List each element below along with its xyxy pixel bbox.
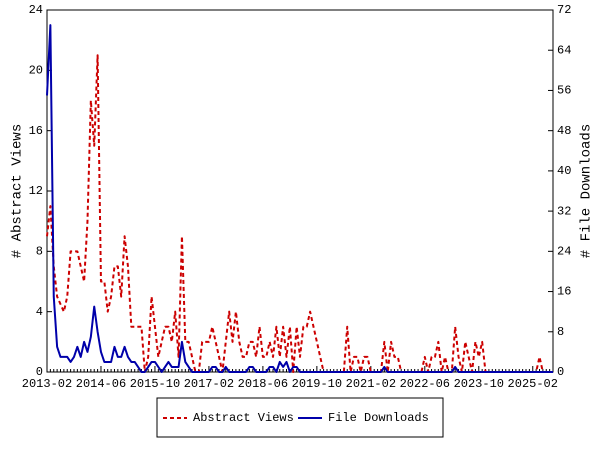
y-tick-label: 24: [29, 3, 43, 17]
y-tick-label: 4: [36, 305, 43, 319]
y2-tick-label: 56: [557, 84, 571, 98]
y2-tick-label: 72: [557, 3, 571, 17]
x-tick-label: 2025-02: [508, 377, 558, 391]
y-tick-label: 8: [36, 245, 43, 259]
x-tick-label: 2023-10: [454, 377, 504, 391]
y-tick-label: 12: [29, 184, 43, 198]
y-tick-label: 0: [36, 365, 43, 379]
x-tick-label: 2022-06: [400, 377, 450, 391]
y-axis-label: # Abstract Views: [10, 124, 26, 258]
legend-label: File Downloads: [328, 411, 429, 425]
x-tick-label: 2013-02: [22, 377, 72, 391]
y2-tick-label: 0: [557, 365, 564, 379]
x-tick-label: 2021-02: [346, 377, 396, 391]
x-tick-label: 2018-06: [238, 377, 288, 391]
data-line: [46, 24, 553, 373]
y2-tick-label: 8: [557, 325, 564, 339]
y-tick-label: 20: [29, 64, 43, 78]
y2-tick-label: 32: [557, 204, 571, 218]
x-tick-label: 2014-06: [76, 377, 126, 391]
x-tick-label: 2015-10: [130, 377, 180, 391]
plot-frame: [46, 9, 554, 373]
y2-axis-label: # File Downloads: [579, 124, 595, 258]
data-line: [46, 54, 553, 373]
x-tick-label: 2017-02: [184, 377, 234, 391]
y2-tick-label: 64: [557, 43, 571, 57]
y2-tick-label: 16: [557, 285, 571, 299]
legend-label: Abstract Views: [193, 411, 294, 425]
y2-tick-label: 48: [557, 124, 571, 138]
x-tick-label: 2019-10: [292, 377, 342, 391]
y2-tick-label: 24: [557, 245, 571, 259]
y-tick-label: 16: [29, 124, 43, 138]
y2-tick-label: 40: [557, 164, 571, 178]
